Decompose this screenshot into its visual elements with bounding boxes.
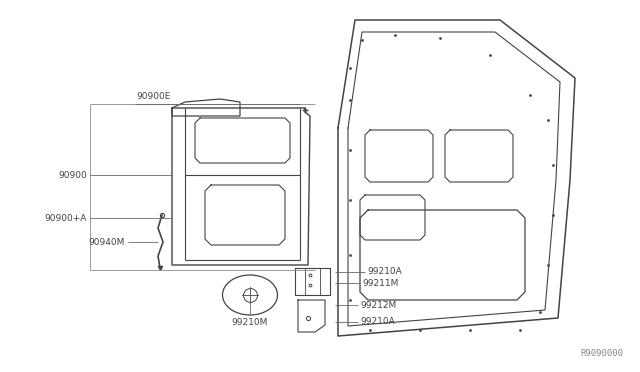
Text: 99210A: 99210A [360, 317, 395, 327]
Text: 90900E: 90900E [136, 92, 170, 101]
Text: 99211M: 99211M [362, 279, 398, 288]
Text: 90940M: 90940M [88, 237, 125, 247]
Text: R9090000: R9090000 [580, 349, 623, 358]
Text: 99212M: 99212M [360, 301, 396, 310]
Text: 90900+A: 90900+A [45, 214, 87, 222]
Text: 99210A: 99210A [367, 267, 402, 276]
Text: 99210M: 99210M [232, 318, 268, 327]
Text: 90900: 90900 [58, 170, 87, 180]
